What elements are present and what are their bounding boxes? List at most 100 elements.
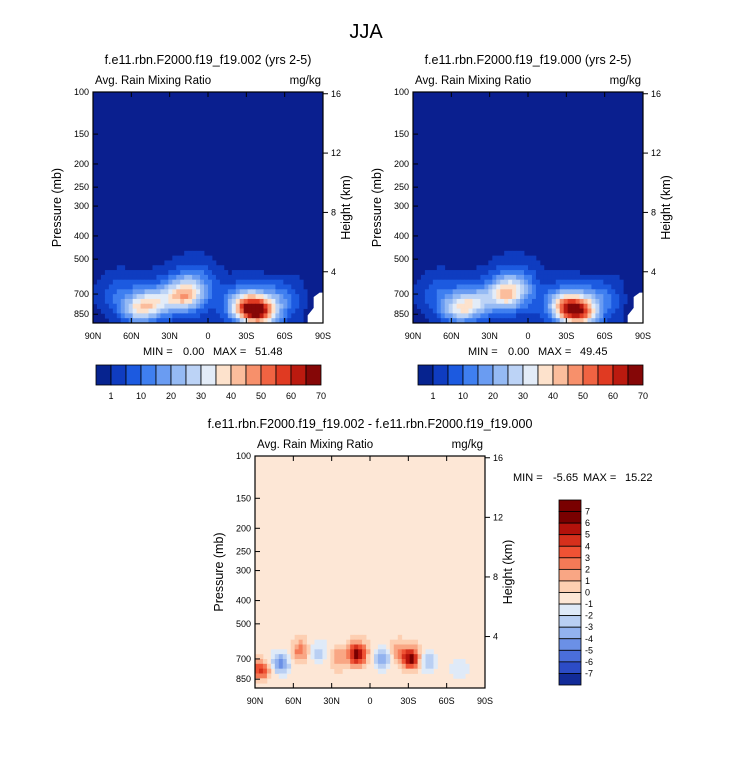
field-cell bbox=[100, 284, 106, 290]
max-value: 51.48 bbox=[255, 346, 283, 358]
field-cell bbox=[381, 668, 387, 674]
y-tick-label: 250 bbox=[236, 547, 251, 557]
field-cell bbox=[140, 294, 145, 300]
panels-group: f.e11.rbn.F2000.f19_f19.002 (yrs 2-5) Avg… bbox=[50, 53, 673, 706]
y-tick-label: 100 bbox=[74, 87, 89, 97]
y-tick-label: 500 bbox=[236, 619, 251, 629]
field-cell bbox=[152, 313, 157, 319]
field-cell bbox=[524, 318, 529, 323]
field-cell bbox=[227, 289, 233, 295]
field-cell bbox=[405, 639, 411, 645]
field-cell bbox=[607, 303, 612, 309]
field-cell bbox=[611, 279, 616, 285]
y-tick-label: 300 bbox=[236, 566, 251, 576]
field-cell bbox=[263, 298, 268, 305]
field-cell bbox=[413, 298, 418, 305]
field-cell bbox=[239, 318, 245, 323]
field-cell bbox=[140, 279, 145, 285]
field-cell bbox=[211, 308, 217, 314]
panel-title: f.e11.rbn.F2000.f19_f19.002 (yrs 2-5) bbox=[105, 53, 312, 67]
panel-variable-label: Avg. Rain Mixing Ratio bbox=[415, 75, 531, 87]
field-cell bbox=[263, 318, 268, 323]
field-cell bbox=[416, 298, 422, 305]
field-cell bbox=[200, 298, 205, 305]
field-cell bbox=[472, 289, 477, 295]
field-cell bbox=[262, 659, 268, 665]
field-cell bbox=[286, 659, 292, 665]
field-cell bbox=[160, 279, 165, 285]
field-cell bbox=[266, 663, 272, 670]
field-cell bbox=[456, 303, 461, 309]
y-tick-label: 150 bbox=[74, 129, 89, 139]
field-cell bbox=[424, 279, 430, 285]
field-cell bbox=[140, 308, 145, 314]
field-cell bbox=[579, 298, 584, 305]
field-cell bbox=[295, 289, 300, 295]
y-right-tick-label: 12 bbox=[651, 148, 661, 158]
field-cell bbox=[531, 255, 537, 261]
field-cell bbox=[275, 284, 280, 290]
field-cell bbox=[302, 639, 307, 645]
field-cell bbox=[512, 255, 517, 261]
field-cell bbox=[334, 668, 339, 674]
field-cell bbox=[543, 303, 549, 309]
field-cell bbox=[338, 654, 343, 660]
field-cell bbox=[607, 279, 612, 285]
field-cell bbox=[531, 294, 537, 300]
field-cell bbox=[563, 284, 569, 290]
field-cell bbox=[211, 303, 217, 309]
field-cell bbox=[168, 294, 173, 300]
field-cell bbox=[270, 659, 276, 665]
field-cell bbox=[615, 289, 620, 295]
field-cell bbox=[535, 279, 541, 285]
field-cell bbox=[472, 318, 477, 323]
field-cell bbox=[619, 298, 624, 305]
field-cell bbox=[571, 298, 576, 305]
field-cell bbox=[274, 659, 280, 665]
field-cell bbox=[140, 270, 145, 276]
field-cell bbox=[144, 289, 149, 295]
field-cell bbox=[298, 634, 303, 641]
field-cell bbox=[452, 298, 458, 305]
field-cell bbox=[124, 294, 130, 300]
field-cell bbox=[508, 279, 513, 285]
field-cell bbox=[551, 284, 557, 290]
field-cell bbox=[128, 303, 134, 309]
field-cell bbox=[512, 279, 517, 285]
field-cell bbox=[623, 294, 628, 300]
field-cell bbox=[96, 298, 102, 305]
field-cell bbox=[595, 279, 600, 285]
field-cell bbox=[420, 274, 426, 281]
field-cell bbox=[563, 308, 569, 314]
field-cell bbox=[452, 279, 458, 285]
field-cell bbox=[528, 274, 533, 281]
topography-mask bbox=[469, 657, 485, 688]
field-cell bbox=[112, 308, 118, 314]
field-cell bbox=[587, 279, 592, 285]
field-cell bbox=[298, 639, 303, 645]
field-cell bbox=[543, 318, 549, 323]
field-cell bbox=[172, 270, 177, 276]
field-cell bbox=[255, 294, 260, 300]
field-cell bbox=[476, 303, 481, 309]
field-cell bbox=[136, 289, 141, 295]
field-cell bbox=[579, 279, 584, 285]
field-cell bbox=[200, 294, 205, 300]
field-cell bbox=[428, 313, 434, 319]
field-cell bbox=[424, 284, 430, 290]
field-cell bbox=[448, 279, 454, 285]
field-cell bbox=[322, 649, 327, 655]
field-cell bbox=[148, 294, 153, 300]
chart-panel-1: f.e11.rbn.F2000.f19_f19.002 (yrs 2-5)Avg… bbox=[50, 53, 353, 401]
field-cell bbox=[579, 318, 584, 323]
field-cell bbox=[251, 298, 256, 305]
field-cell bbox=[132, 284, 138, 290]
field-cell bbox=[180, 260, 185, 266]
field-cell bbox=[468, 308, 473, 314]
field-cell bbox=[164, 284, 169, 290]
field-cell bbox=[500, 260, 505, 266]
field-cell bbox=[342, 663, 347, 670]
field-cell bbox=[496, 260, 501, 266]
y-right-tick-label: 16 bbox=[493, 453, 503, 463]
field-cell bbox=[112, 279, 118, 285]
